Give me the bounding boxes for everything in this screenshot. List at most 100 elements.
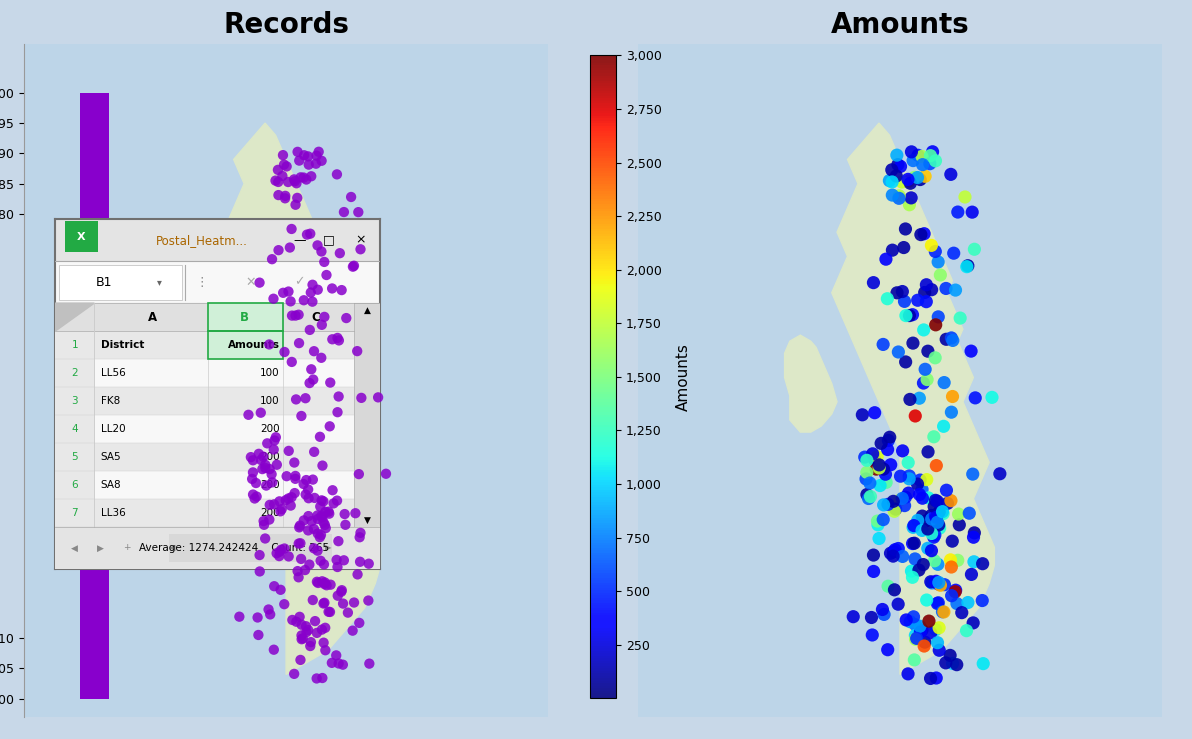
Point bbox=[302, 171, 321, 183]
Point bbox=[905, 171, 924, 183]
Y-axis label: Amounts: Amounts bbox=[676, 343, 690, 411]
Point bbox=[256, 462, 275, 474]
Point bbox=[925, 529, 944, 541]
Point bbox=[300, 377, 319, 389]
Point bbox=[935, 579, 954, 590]
Point bbox=[303, 296, 322, 307]
Point bbox=[250, 565, 269, 577]
Point bbox=[912, 228, 931, 240]
Point bbox=[944, 248, 963, 259]
Point bbox=[323, 282, 342, 294]
Point bbox=[303, 279, 322, 290]
Point bbox=[283, 491, 302, 503]
Point bbox=[329, 391, 348, 403]
Point bbox=[917, 296, 936, 307]
Point bbox=[260, 499, 279, 511]
Point bbox=[308, 545, 327, 556]
Point bbox=[302, 287, 321, 299]
Point bbox=[931, 579, 950, 591]
Point bbox=[291, 171, 310, 183]
Point bbox=[908, 171, 927, 183]
Point bbox=[302, 636, 321, 648]
Point bbox=[942, 590, 961, 602]
Point bbox=[926, 494, 945, 506]
Point bbox=[257, 437, 277, 449]
Point bbox=[274, 599, 293, 610]
Point bbox=[348, 568, 367, 580]
Point bbox=[900, 199, 919, 211]
Point bbox=[935, 420, 954, 432]
Point bbox=[310, 531, 329, 543]
Point bbox=[274, 159, 293, 171]
Point bbox=[262, 253, 281, 265]
Point bbox=[273, 170, 292, 182]
Point bbox=[863, 448, 882, 460]
Point bbox=[929, 256, 948, 268]
Title: Records: Records bbox=[223, 11, 349, 39]
Point bbox=[926, 510, 945, 522]
Point bbox=[281, 500, 300, 511]
Point bbox=[936, 657, 955, 669]
Point bbox=[927, 637, 946, 649]
Point bbox=[292, 410, 311, 422]
Point bbox=[921, 672, 940, 684]
Point bbox=[285, 457, 304, 469]
Point bbox=[906, 630, 925, 641]
Point bbox=[299, 624, 318, 636]
Point bbox=[933, 508, 952, 520]
Point bbox=[329, 658, 348, 670]
Point bbox=[921, 545, 940, 556]
Point bbox=[925, 500, 944, 512]
Point bbox=[918, 374, 937, 386]
Point bbox=[268, 176, 287, 188]
Point bbox=[930, 644, 949, 656]
Point bbox=[908, 294, 927, 306]
Point bbox=[279, 286, 298, 298]
Point bbox=[283, 356, 302, 368]
Point bbox=[868, 451, 887, 463]
Point bbox=[911, 474, 930, 486]
Point bbox=[296, 564, 315, 576]
Point bbox=[316, 519, 335, 531]
Point bbox=[895, 296, 914, 307]
Point bbox=[292, 630, 311, 641]
Point bbox=[344, 596, 364, 608]
Point bbox=[921, 509, 940, 521]
Point bbox=[927, 460, 946, 471]
Point bbox=[861, 491, 880, 503]
Point bbox=[273, 149, 292, 161]
Point bbox=[291, 654, 310, 666]
Point bbox=[949, 508, 968, 520]
Point bbox=[265, 443, 284, 455]
Point bbox=[293, 633, 312, 644]
Point bbox=[286, 310, 305, 321]
Point bbox=[317, 269, 336, 281]
Point bbox=[299, 510, 318, 522]
Point bbox=[311, 500, 330, 512]
Point bbox=[321, 420, 340, 432]
Point bbox=[286, 199, 305, 211]
Point bbox=[923, 577, 942, 589]
Point bbox=[312, 245, 331, 257]
Point bbox=[868, 515, 887, 527]
Point bbox=[247, 491, 266, 503]
Point bbox=[288, 146, 308, 157]
Point bbox=[864, 549, 883, 561]
Point bbox=[308, 576, 327, 588]
Point bbox=[889, 346, 908, 358]
Title: Amounts: Amounts bbox=[831, 11, 969, 39]
Point bbox=[859, 493, 879, 505]
Point bbox=[313, 517, 333, 528]
Point bbox=[328, 168, 347, 180]
Point bbox=[911, 626, 930, 638]
Point bbox=[893, 492, 912, 504]
Point bbox=[966, 392, 985, 403]
Point bbox=[349, 206, 368, 218]
Point bbox=[350, 531, 370, 543]
Point bbox=[292, 633, 311, 645]
Point bbox=[302, 515, 321, 527]
Point bbox=[958, 596, 977, 608]
Point bbox=[277, 494, 296, 506]
Point bbox=[277, 160, 296, 172]
Point bbox=[884, 505, 904, 517]
